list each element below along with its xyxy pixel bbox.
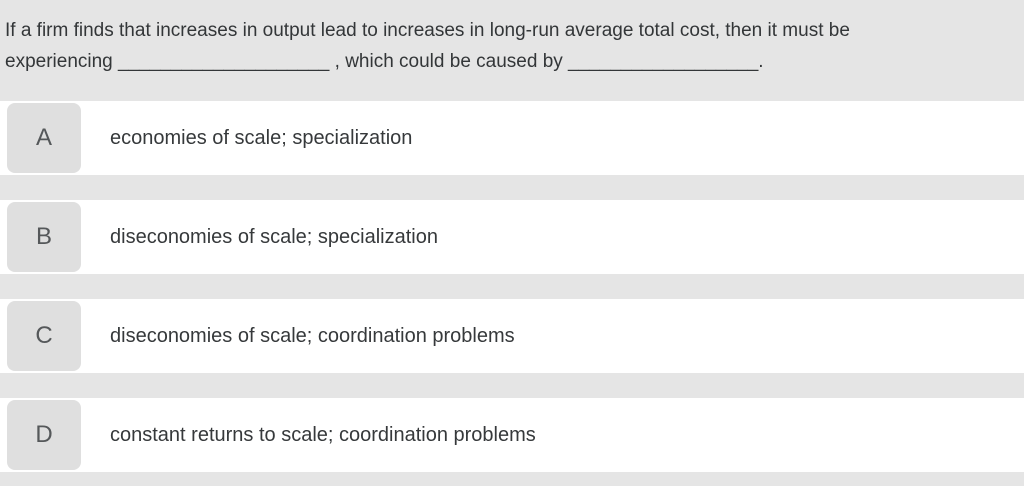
option-a-label: economies of scale; specialization	[110, 126, 413, 149]
answer-option-d[interactable]: D constant returns to scale; coordinatio…	[0, 398, 1024, 472]
option-d-label: constant returns to scale; coordination …	[110, 423, 536, 446]
answer-option-c[interactable]: C diseconomies of scale; coordination pr…	[0, 299, 1024, 373]
question-line-1: If a firm finds that increases in output…	[5, 20, 850, 41]
answer-options-list: A economies of scale; specialization B d…	[0, 101, 1024, 472]
question-text: If a firm finds that increases in output…	[0, 0, 1024, 101]
option-b-label: diseconomies of scale; specialization	[110, 225, 438, 248]
option-c-letter-badge: C	[7, 301, 81, 371]
answer-option-a[interactable]: A economies of scale; specialization	[0, 101, 1024, 175]
option-a-letter-badge: A	[7, 103, 81, 173]
option-c-label: diseconomies of scale; coordination prob…	[110, 324, 515, 347]
question-line-2: experiencing ____________________ , whic…	[5, 51, 764, 72]
option-b-letter-badge: B	[7, 202, 81, 272]
answer-option-b[interactable]: B diseconomies of scale; specialization	[0, 200, 1024, 274]
option-d-letter-badge: D	[7, 400, 81, 470]
